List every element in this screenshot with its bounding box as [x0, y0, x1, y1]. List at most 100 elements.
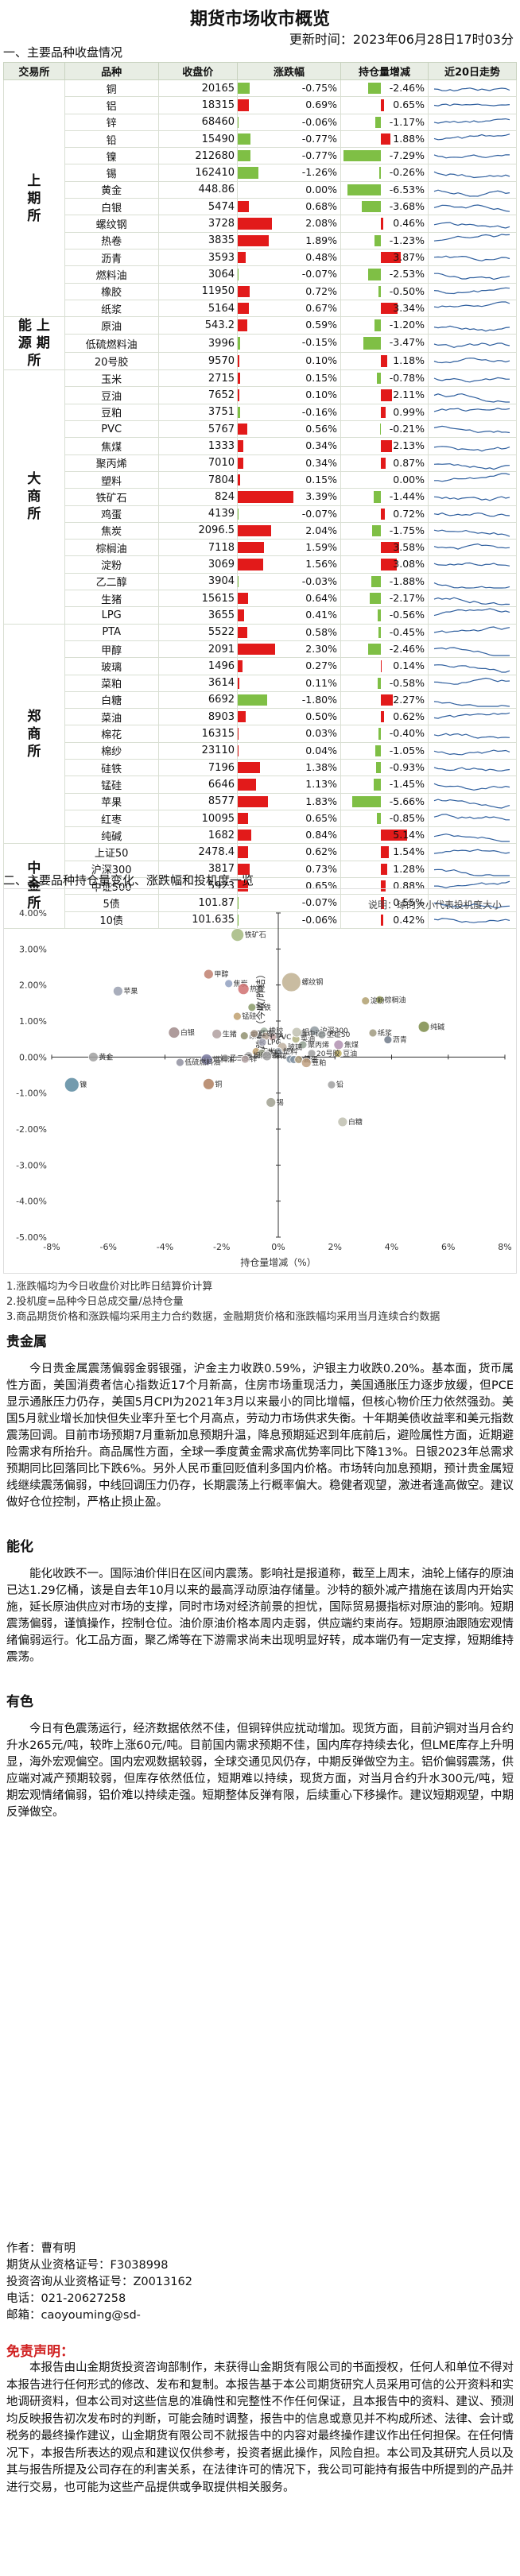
sparkline: [433, 342, 510, 349]
oi-bar: [381, 880, 386, 892]
close-price: 1496: [157, 657, 239, 675]
product-name: 锰硅: [64, 776, 159, 794]
product-name: 20号胶: [64, 351, 159, 371]
oi-value: 0.14%: [393, 659, 425, 672]
oi-bar: [381, 251, 401, 264]
oi-bar: [381, 694, 393, 706]
oi-value: 1.18%: [393, 354, 425, 366]
change-bar: [238, 761, 261, 774]
trend-cell: [428, 623, 517, 641]
oi-bar: [381, 99, 385, 111]
data-point: [281, 972, 301, 992]
sparkline-path: [433, 626, 510, 633]
table-row: 5债 101.87 -0.07% 0.55%: [4, 894, 517, 912]
oi-value: 1.28%: [393, 862, 425, 875]
change-cell: -1.26%: [237, 164, 341, 182]
y-tick-label: -1.00%: [16, 1089, 47, 1099]
oi-bar: [363, 337, 381, 350]
change-bar: [238, 812, 249, 825]
change-bar: [238, 440, 243, 452]
x-tick-label: 2%: [328, 1242, 342, 1252]
product-name: 菜粕: [64, 674, 159, 692]
product-name: 白银: [64, 198, 159, 216]
oi-cell: 1.28%: [340, 860, 429, 879]
oi-bar: [381, 830, 407, 841]
oi-value: 3.87%: [393, 250, 425, 263]
data-point: [361, 996, 371, 1006]
trend-cell: [428, 809, 517, 828]
trend-cell: [428, 420, 517, 439]
oi-value: -1.45%: [389, 778, 425, 791]
table-row: 中 金 所上证50 2478.4 0.62% 1.54%: [3, 843, 517, 929]
trend-cell: [428, 198, 517, 216]
change-value: -0.07%: [301, 268, 337, 280]
sparkline-path: [433, 582, 510, 589]
sparkline: [433, 799, 510, 809]
sparkline-path: [433, 446, 510, 452]
oi-value: -1.75%: [389, 524, 425, 536]
table-row: 黄金 448.86 0.00% -6.53%: [4, 180, 517, 199]
table-row: 中证500 5923 0.65% 0.88%: [4, 877, 517, 895]
oi-bar: [351, 795, 381, 807]
change-cell: -0.75%: [237, 79, 341, 98]
sparkline-path: [433, 608, 510, 617]
change-value: 1.83%: [305, 795, 337, 807]
sparkline-path: [433, 287, 510, 294]
change-cell: 0.04%: [237, 741, 341, 760]
sparkline-path: [433, 749, 510, 756]
data-point: [200, 1054, 213, 1066]
point-label: 纯碱: [430, 1022, 444, 1031]
change-bar: [238, 457, 243, 469]
sparkline-path: [433, 222, 510, 229]
change-cell: -1.80%: [237, 690, 341, 710]
oi-cell: -0.58%: [340, 674, 429, 692]
oi-value: -2.46%: [389, 82, 425, 94]
close-price: 2715: [157, 369, 239, 388]
oi-value: 0.46%: [393, 217, 425, 230]
oi-cell: -0.45%: [340, 623, 429, 641]
table-row: 铅 15490 -0.77% 1.88%: [4, 130, 517, 149]
change-value: 0.84%: [305, 829, 337, 841]
change-value: 2.04%: [305, 524, 337, 536]
product-name: 橡胶: [64, 282, 159, 300]
change-cell: 2.08%: [237, 215, 341, 233]
close-price: 7010: [157, 454, 239, 472]
close-price: 5474: [157, 198, 239, 216]
oi-bar: [373, 779, 381, 791]
table-row: 纸浆 5164 0.67% 3.34%: [4, 299, 517, 318]
point-label: 铝: [302, 1027, 309, 1037]
oi-bar: [343, 150, 381, 162]
sparkline-path: [433, 301, 510, 308]
point-label: 镍: [80, 1080, 87, 1089]
license-line: 期货从业资格证号：F3038998: [6, 2257, 514, 2274]
change-value: 0.10%: [305, 354, 337, 366]
column-header: 品种: [64, 62, 159, 80]
sparkline: [433, 608, 510, 617]
table-row: 红枣 10095 0.65% -0.85%: [4, 809, 517, 828]
oi-bar: [381, 457, 386, 469]
trend-cell: [428, 572, 517, 591]
point-label: 豆粕: [312, 1058, 326, 1068]
change-cell: -0.77%: [237, 147, 341, 165]
change-cell: -0.16%: [237, 403, 341, 422]
oi-cell: 1.88%: [340, 130, 429, 149]
sparkline: [433, 512, 510, 517]
change-cell: 2.30%: [237, 640, 341, 659]
change-bar: [238, 914, 239, 926]
sparkline: [433, 562, 510, 567]
oi-cell: 0.65%: [340, 96, 429, 114]
oi-bar: [381, 354, 387, 368]
sparkline-path: [433, 377, 510, 383]
product-name: 红枣: [64, 809, 159, 828]
table-row: 沪深300 3817 0.73% 1.28%: [4, 860, 517, 879]
change-bar: [238, 694, 268, 706]
data-point: [202, 1077, 215, 1090]
oi-value: 0.72%: [393, 507, 425, 520]
column-header: 收盘价: [157, 62, 239, 80]
sparkline-path: [433, 118, 510, 124]
trend-cell: [428, 640, 517, 659]
table-row: 菜油 8903 0.50% 0.62%: [4, 708, 517, 726]
legend-note: 说明：球的大小代表投机度大小: [368, 899, 502, 911]
close-price: 1333: [157, 437, 239, 455]
change-bar: [238, 524, 271, 537]
